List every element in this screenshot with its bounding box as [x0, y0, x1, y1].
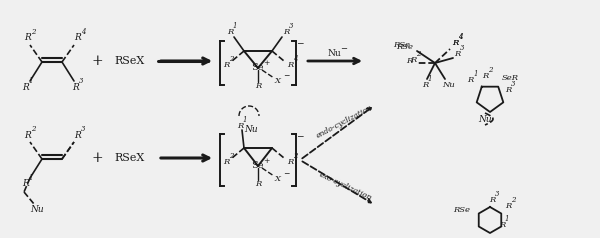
- Text: R: R: [23, 179, 29, 188]
- Text: 4: 4: [293, 55, 297, 63]
- Text: RSe: RSe: [393, 41, 410, 49]
- Text: 4: 4: [81, 28, 85, 36]
- Text: 2: 2: [31, 28, 35, 36]
- Text: +: +: [263, 157, 269, 165]
- Text: 1: 1: [428, 75, 432, 83]
- Text: R: R: [287, 158, 293, 166]
- Text: +: +: [263, 59, 269, 67]
- Text: R: R: [25, 34, 31, 43]
- Text: R: R: [255, 180, 261, 188]
- Text: R: R: [452, 39, 458, 47]
- Text: R: R: [23, 83, 29, 91]
- Text: Se: Se: [251, 63, 263, 71]
- Text: 2: 2: [229, 55, 233, 63]
- Text: R: R: [489, 196, 495, 204]
- Text: −: −: [283, 170, 289, 178]
- Text: RSe: RSe: [397, 43, 413, 51]
- Text: RSe: RSe: [454, 206, 470, 214]
- Text: 1: 1: [474, 70, 478, 78]
- Text: 2: 2: [31, 125, 35, 133]
- Text: R: R: [422, 81, 428, 89]
- Text: R: R: [255, 82, 261, 90]
- Text: R: R: [454, 50, 460, 58]
- Text: R: R: [452, 39, 458, 47]
- Text: 3: 3: [289, 22, 293, 30]
- Text: R: R: [74, 130, 82, 139]
- Text: R: R: [74, 34, 82, 43]
- Text: R: R: [482, 72, 488, 80]
- Text: 2: 2: [416, 50, 420, 58]
- Text: Nu: Nu: [244, 125, 258, 134]
- Text: 3: 3: [81, 125, 85, 133]
- Text: −: −: [296, 39, 304, 48]
- Text: −: −: [296, 132, 304, 140]
- Text: 4: 4: [458, 33, 462, 41]
- Text: 3: 3: [495, 190, 499, 198]
- Text: Nu: Nu: [443, 81, 455, 89]
- Text: R: R: [73, 83, 79, 91]
- Text: R: R: [237, 122, 243, 130]
- Text: −: −: [283, 72, 289, 80]
- Text: R: R: [287, 61, 293, 69]
- Text: RSeX: RSeX: [115, 153, 145, 163]
- Text: R: R: [410, 56, 416, 64]
- Text: 3: 3: [511, 80, 515, 88]
- Text: R: R: [467, 76, 473, 84]
- Text: 1: 1: [29, 174, 33, 182]
- Text: X: X: [275, 77, 281, 85]
- Text: SeR: SeR: [502, 74, 518, 82]
- Text: R: R: [499, 221, 505, 229]
- Text: Se: Se: [251, 160, 263, 169]
- Text: R: R: [406, 57, 412, 65]
- Text: +: +: [91, 151, 103, 165]
- Text: R: R: [223, 158, 229, 166]
- Text: 2: 2: [488, 66, 492, 74]
- Text: 1: 1: [505, 215, 509, 223]
- Text: X: X: [275, 175, 281, 183]
- Text: R: R: [283, 28, 289, 36]
- Text: 2: 2: [293, 152, 297, 160]
- Text: RSeX: RSeX: [115, 56, 145, 66]
- Text: 1: 1: [233, 22, 237, 30]
- Text: R: R: [505, 86, 511, 94]
- Text: Nu: Nu: [327, 50, 341, 59]
- Text: exo-cyclization: exo-cyclization: [317, 170, 373, 202]
- Text: R: R: [505, 202, 511, 210]
- Text: 3: 3: [460, 44, 464, 52]
- Text: R: R: [25, 130, 31, 139]
- Text: +: +: [91, 54, 103, 68]
- Text: endo-cyclization: endo-cyclization: [316, 104, 374, 140]
- Text: 1: 1: [243, 116, 247, 124]
- Text: Nu: Nu: [478, 115, 492, 124]
- Text: 1: 1: [29, 77, 33, 85]
- Text: 2: 2: [229, 152, 233, 160]
- Text: −: −: [341, 45, 347, 53]
- Text: Nu: Nu: [30, 205, 44, 214]
- Text: R: R: [223, 61, 229, 69]
- Text: 3: 3: [79, 77, 83, 85]
- Text: R: R: [227, 28, 233, 36]
- Text: 4: 4: [458, 33, 462, 41]
- Text: 2: 2: [511, 196, 515, 204]
